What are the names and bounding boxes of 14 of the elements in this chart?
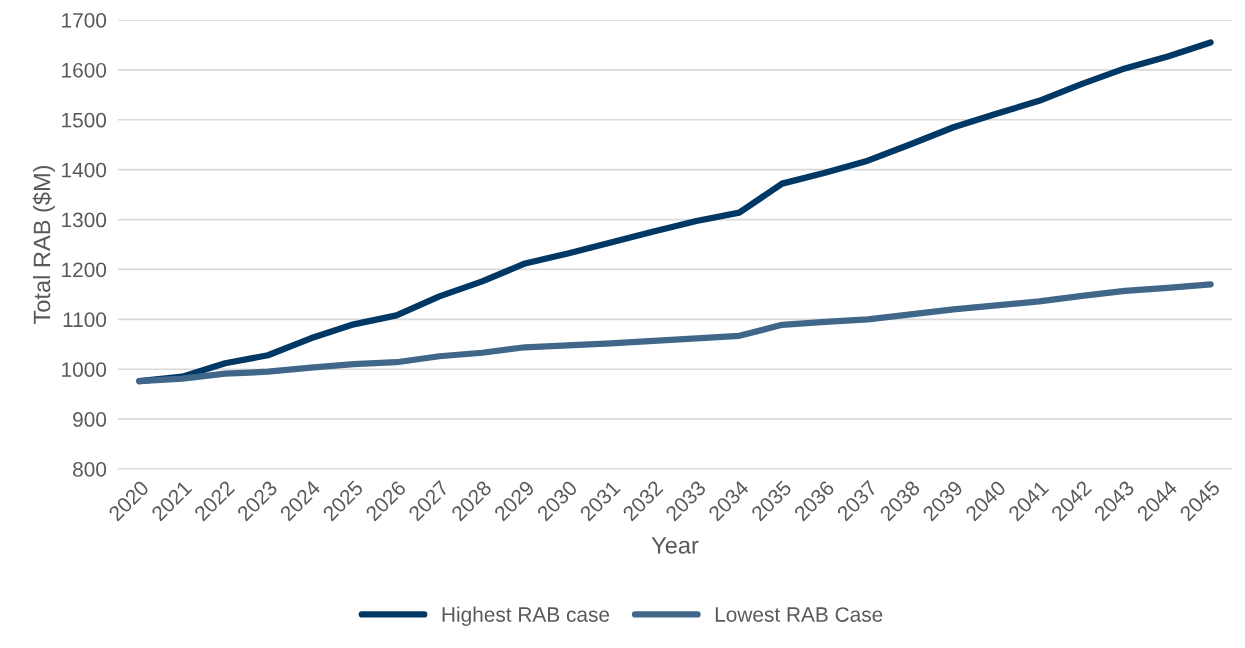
x-axis-title: Year xyxy=(651,537,699,554)
y-tick-label: 1300 xyxy=(62,212,107,228)
y-tick-label: 1400 xyxy=(62,162,107,178)
y-tick-label: 800 xyxy=(73,462,107,477)
y-tick-label: 1500 xyxy=(62,112,107,128)
y-tick-label: 1200 xyxy=(62,262,107,278)
y-tick-label: 1600 xyxy=(62,62,107,78)
legend-label: Lowest RAB Case xyxy=(715,607,883,622)
legend-label: Highest RAB case xyxy=(442,606,610,627)
y-tick-label: 1100 xyxy=(63,312,107,328)
y-axis-title: Total RAB ($M) xyxy=(32,165,55,324)
y-tick-label: 1700 xyxy=(62,13,107,28)
y-tick-label: 900 xyxy=(73,412,107,427)
y-tick-label: 1000 xyxy=(62,362,107,377)
